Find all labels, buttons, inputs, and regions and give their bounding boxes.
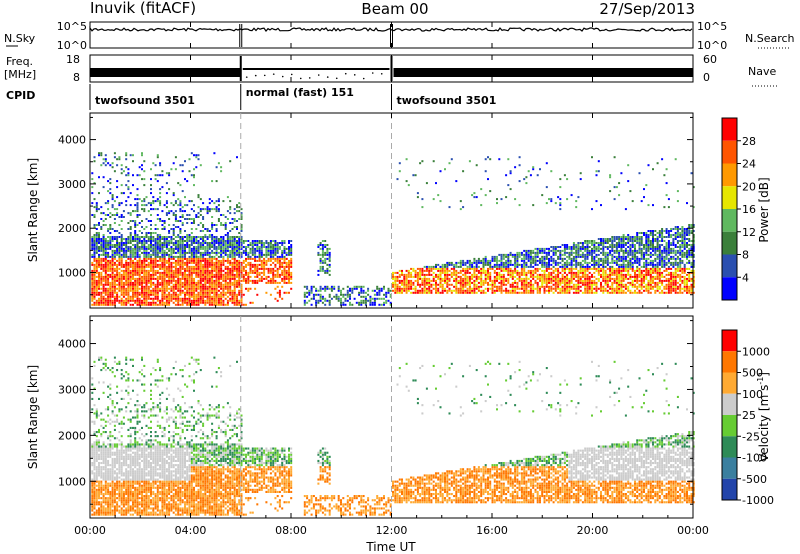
- cpid-segment-label: twofsound 3501: [95, 94, 195, 107]
- power-cbar-tick: 8: [742, 249, 749, 262]
- velocity-cbar-tick: 25: [742, 409, 756, 422]
- velocity-colorbar: 1000 500 100 25 -25 -100 -500 -1000: [721, 329, 774, 507]
- beam-title: Beam 00: [361, 0, 428, 18]
- cpid-segments: twofsound 3501 normal (fast) 151 twofsound…: [89, 84, 497, 110]
- date-title: 27/Sep/2013: [599, 0, 695, 18]
- freq-tick-high: 18: [66, 53, 80, 66]
- power-cbar-label: Power [dB]: [757, 177, 771, 242]
- velocity-data: [91, 356, 695, 516]
- velocity-panel: 1000 2000 3000 4000 Slant Range [km] 1000 50…: [26, 315, 774, 519]
- noise-right-label: N.Search: [745, 32, 795, 45]
- velocity-cbar-label: Velocity [m s-1]: [756, 372, 771, 462]
- x-tick-label: 12:00: [376, 524, 408, 537]
- power-data: [91, 152, 695, 306]
- velocity-ytick-label: 1000: [58, 475, 86, 488]
- power-cbar-tick: 20: [742, 180, 756, 193]
- freq-tick-low: 8: [73, 71, 80, 84]
- power-cbar-tick: 12: [742, 226, 756, 239]
- velocity-ytick-label: 2000: [58, 429, 86, 442]
- velocity-ytick-label: 4000: [58, 338, 86, 351]
- power-panel: 1000 2000 3000 4000 Slant Range [km] 28 24 20…: [26, 112, 771, 309]
- freq-trace: [90, 56, 693, 81]
- x-tick-label: 04:00: [175, 524, 207, 537]
- x-axis: 00:00 04:00 08:00 12:00 16:00 20:00 00:00: [74, 22, 709, 537]
- power-ytick-label: 3000: [58, 178, 86, 191]
- noise-sky-trace: [89, 24, 693, 47]
- freq-label-1: Freq.: [6, 55, 33, 68]
- x-tick-label: 20:00: [577, 524, 609, 537]
- power-ytick-label: 2000: [58, 222, 86, 235]
- velocity-cbar-tick: -500: [742, 473, 767, 486]
- velocity-cbar-tick: -25: [742, 430, 760, 443]
- noise-right-tick-high: 10^5: [697, 20, 727, 33]
- velocity-cbar-tick: -100: [742, 452, 767, 465]
- power-cbar-tick: 28: [742, 135, 756, 148]
- cpid-label: CPID: [6, 89, 35, 102]
- cpid-segment-label: normal (fast) 151: [246, 86, 354, 99]
- power-colorbar: 28 24 20 16 12 8 4: [721, 117, 756, 301]
- nave-label: Nave: [748, 65, 776, 78]
- velocity-ylabel: Slant Range [km]: [26, 365, 40, 469]
- noise-panel: N.Sky 10^5 10^0 10^5 10^0 N.Search: [4, 20, 795, 52]
- nave-tick-high: 60: [703, 53, 717, 66]
- power-ytick-label: 4000: [58, 134, 86, 147]
- x-tick-label: 08:00: [275, 524, 307, 537]
- x-tick-label: 16:00: [476, 524, 508, 537]
- noise-left-tick-high: 10^5: [57, 20, 87, 33]
- power-cbar-tick: 24: [742, 158, 756, 171]
- station-title: Inuvik (fitACF): [90, 0, 196, 17]
- velocity-cbar-tick: 500: [742, 367, 763, 380]
- freq-panel: Freq. [MHz] 18 8 60 0 Nave CPID twofsoun…: [4, 53, 778, 110]
- nave-tick-low: 0: [703, 71, 710, 84]
- noise-left-label: N.Sky: [4, 32, 36, 45]
- x-tick-label: 00:00: [677, 524, 709, 537]
- velocity-cbar-tick: -1000: [742, 494, 774, 507]
- power-cbar-tick: 16: [742, 203, 756, 216]
- noise-left-tick-low: 10^0: [57, 39, 87, 52]
- power-cbar-tick: 4: [742, 271, 749, 284]
- velocity-ytick-label: 3000: [58, 383, 86, 396]
- x-tick-label: 00:00: [74, 524, 106, 537]
- cpid-segment-label: twofsound 3501: [397, 94, 497, 107]
- noise-right-tick-low: 10^0: [697, 39, 727, 52]
- x-axis-label: Time UT: [365, 540, 416, 554]
- velocity-cbar-tick: 1000: [742, 345, 770, 358]
- power-ylabel: Slant Range [km]: [26, 158, 40, 262]
- velocity-cbar-tick: 100: [742, 388, 763, 401]
- freq-label-2: [MHz]: [4, 68, 36, 81]
- power-ytick-label: 1000: [58, 267, 86, 280]
